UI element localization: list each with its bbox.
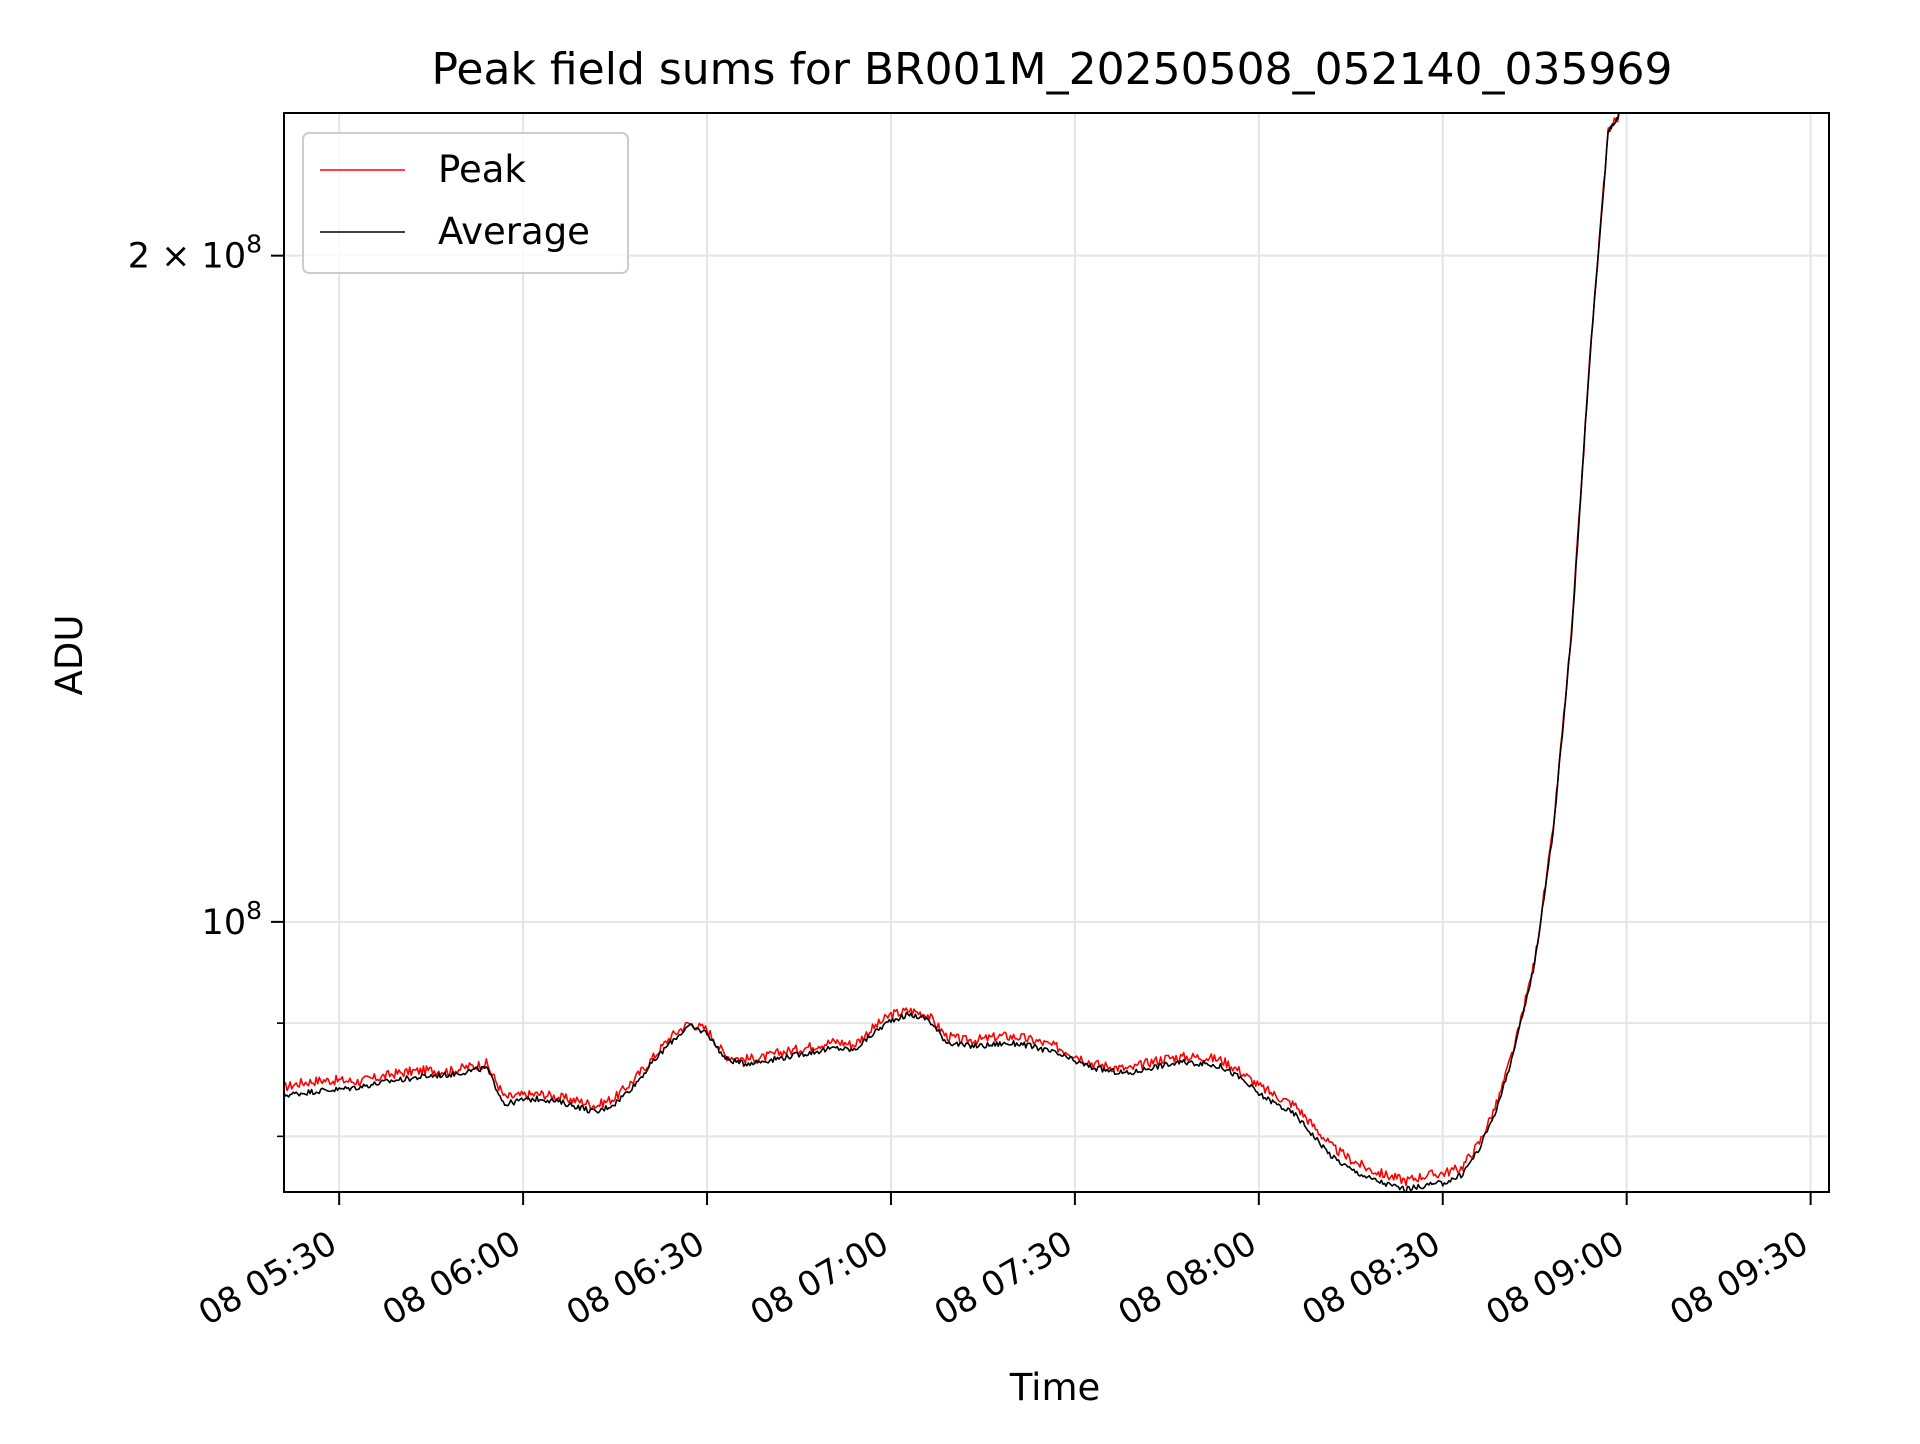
legend-label-peak: Peak xyxy=(438,148,526,191)
legend-box xyxy=(302,132,629,274)
legend-label-average: Average xyxy=(438,210,590,253)
plot-frame xyxy=(283,112,1830,1193)
series-lines xyxy=(284,113,1621,1192)
chart-title: Peak field sums for BR001M_20250508_0521… xyxy=(431,44,1672,95)
x-axis-label: Time xyxy=(1009,1366,1101,1409)
series-line-average xyxy=(284,113,1621,1192)
series-line-peak xyxy=(284,113,1621,1187)
y-tick-label: 108 xyxy=(202,896,262,943)
y-tick-label: 2 × 108 xyxy=(128,230,262,277)
y-axis-label: ADU xyxy=(48,615,91,696)
legend: Peak Average xyxy=(302,132,629,274)
